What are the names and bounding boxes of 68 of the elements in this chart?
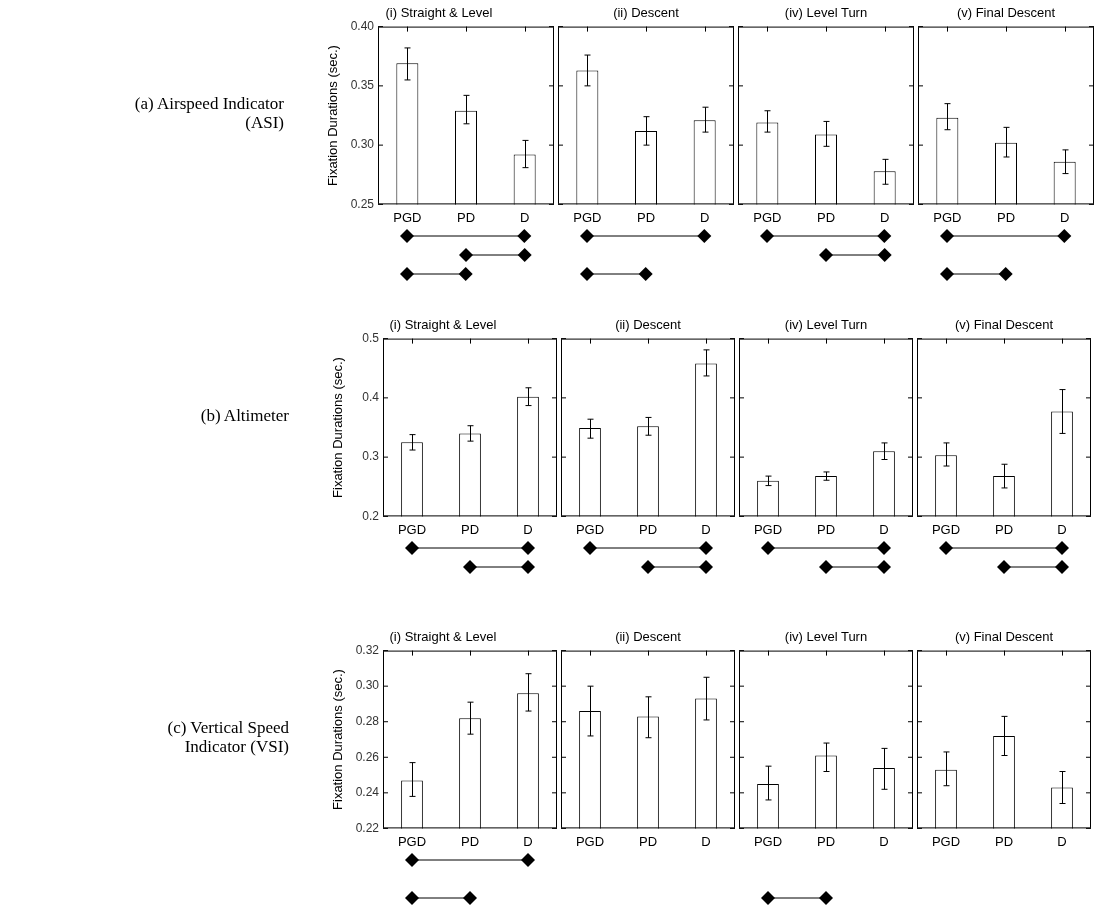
y-tick-label: 0.30 bbox=[350, 137, 375, 152]
x-tick-label: PD bbox=[816, 521, 836, 537]
y-tick-label: 0.40 bbox=[350, 18, 375, 33]
x-tick-label: D bbox=[879, 521, 889, 537]
x-tick-label: D bbox=[879, 209, 890, 225]
chart-title: (ii) Descent bbox=[615, 629, 682, 645]
x-tick-label: D bbox=[523, 521, 533, 537]
chart-title: (i) Straight & Level bbox=[389, 317, 497, 333]
y-tick-label: 0.22 bbox=[355, 820, 380, 835]
y-tick-label: 0.5 bbox=[362, 330, 380, 345]
x-tick-label: D bbox=[701, 521, 711, 537]
x-tick-label: PGD bbox=[753, 521, 783, 537]
x-tick-label: D bbox=[699, 209, 710, 225]
x-tick-label: PD bbox=[460, 521, 480, 537]
x-tick-label: D bbox=[701, 833, 711, 849]
x-tick-label: PD bbox=[638, 833, 658, 849]
y-tick-label: 0.30 bbox=[355, 678, 380, 693]
x-tick-label: PGD bbox=[573, 209, 602, 225]
y-tick-label: 0.24 bbox=[355, 785, 380, 800]
y-tick-label: 0.2 bbox=[362, 508, 380, 523]
x-tick-label: PD bbox=[816, 209, 836, 225]
x-tick-label: PGD bbox=[931, 521, 961, 537]
y-axis-title: Fixation Durations (sec.) bbox=[325, 45, 341, 186]
chart-title: (v) Final Descent bbox=[954, 317, 1054, 333]
chart-title: (ii) Descent bbox=[613, 5, 680, 21]
chart-title: (ii) Descent bbox=[615, 317, 682, 333]
x-tick-label: PD bbox=[994, 521, 1014, 537]
x-tick-label: PD bbox=[456, 209, 476, 225]
x-tick-label: D bbox=[519, 209, 530, 225]
chart-title: (iv) Level Turn bbox=[784, 629, 868, 645]
x-tick-label: D bbox=[879, 833, 889, 849]
x-tick-label: PGD bbox=[753, 833, 783, 849]
text: (c) Vertical Speed Indicator (VSI) bbox=[166, 717, 289, 757]
x-tick-label: PGD bbox=[931, 833, 961, 849]
y-tick-label: 0.26 bbox=[355, 749, 380, 764]
x-tick-label: PGD bbox=[393, 209, 422, 225]
y-axis-title: Fixation Durations (sec.) bbox=[330, 357, 346, 498]
y-tick-label: 0.28 bbox=[355, 714, 380, 729]
x-tick-label: PGD bbox=[575, 833, 605, 849]
y-tick-label: 0.32 bbox=[355, 642, 380, 657]
chart-title: (i) Straight & Level bbox=[389, 629, 497, 645]
y-tick-label: 0.25 bbox=[350, 196, 375, 211]
x-tick-label: PD bbox=[816, 833, 836, 849]
y-tick-label: 0.35 bbox=[350, 78, 375, 93]
chart-title: (iv) Level Turn bbox=[784, 317, 868, 333]
x-tick-label: D bbox=[1057, 833, 1067, 849]
chart-title: (v) Final Descent bbox=[956, 5, 1056, 21]
x-tick-label: PD bbox=[638, 521, 658, 537]
chart-title: (v) Final Descent bbox=[954, 629, 1054, 645]
x-tick-label: PGD bbox=[753, 209, 782, 225]
y-tick-label: 0.4 bbox=[362, 390, 380, 405]
x-tick-label: D bbox=[1059, 209, 1070, 225]
x-tick-label: PD bbox=[636, 209, 656, 225]
y-tick-label: 0.3 bbox=[362, 449, 380, 464]
x-tick-label: D bbox=[1057, 521, 1067, 537]
x-tick-label: PGD bbox=[575, 521, 605, 537]
x-tick-label: PGD bbox=[933, 209, 962, 225]
text: (b) Altimeter bbox=[199, 405, 289, 426]
y-axis-title: Fixation Durations (sec.) bbox=[330, 669, 346, 810]
chart-title: (iv) Level Turn bbox=[784, 5, 868, 21]
x-tick-label: PD bbox=[994, 833, 1014, 849]
x-tick-label: PGD bbox=[397, 833, 427, 849]
x-tick-label: D bbox=[523, 833, 533, 849]
x-tick-label: PD bbox=[996, 209, 1016, 225]
x-tick-label: PD bbox=[460, 833, 480, 849]
text: (a) Airspeed Indicator (ASI) bbox=[133, 93, 284, 133]
x-tick-label: PGD bbox=[397, 521, 427, 537]
chart-title: (i) Straight & Level bbox=[385, 5, 493, 21]
